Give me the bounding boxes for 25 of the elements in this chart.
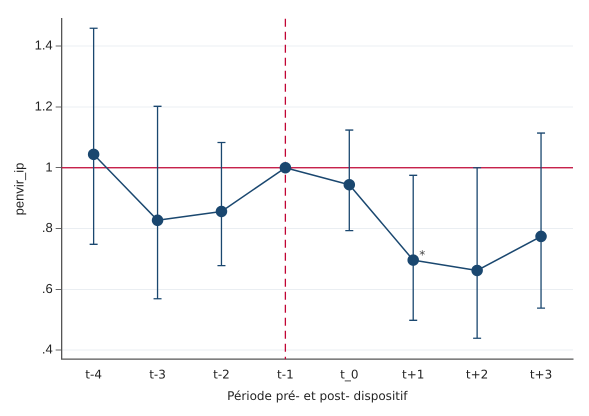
annotation: * (419, 248, 426, 262)
y-tick-label: .6 (42, 280, 53, 296)
x-tick-label: t-4 (85, 368, 102, 382)
x-tick-label: t-3 (149, 368, 166, 382)
point (407, 254, 419, 266)
y-axis-title: penvir_ip (11, 162, 26, 216)
y-tick-label: 1.4 (34, 38, 53, 53)
y-tick-label: .8 (42, 220, 53, 236)
x-tick-label: t-2 (213, 368, 230, 382)
x-tick-label: t+3 (530, 368, 552, 382)
point (152, 214, 164, 226)
y-tick-label: 1 (45, 159, 53, 174)
point (216, 206, 228, 218)
x-tick-label: t+2 (466, 368, 488, 382)
x-tick-label: t_0 (340, 368, 358, 382)
point (535, 230, 547, 242)
point (344, 178, 356, 190)
point (280, 162, 292, 174)
point (471, 264, 483, 276)
x-tick-label: t+1 (402, 368, 424, 382)
y-tick-label: .4 (42, 342, 53, 357)
point (88, 148, 100, 160)
x-axis-title: Période pré- et post- dispositif (227, 388, 408, 403)
x-tick-label: t-1 (277, 368, 294, 382)
y-tick-label: 1.2 (34, 98, 53, 114)
